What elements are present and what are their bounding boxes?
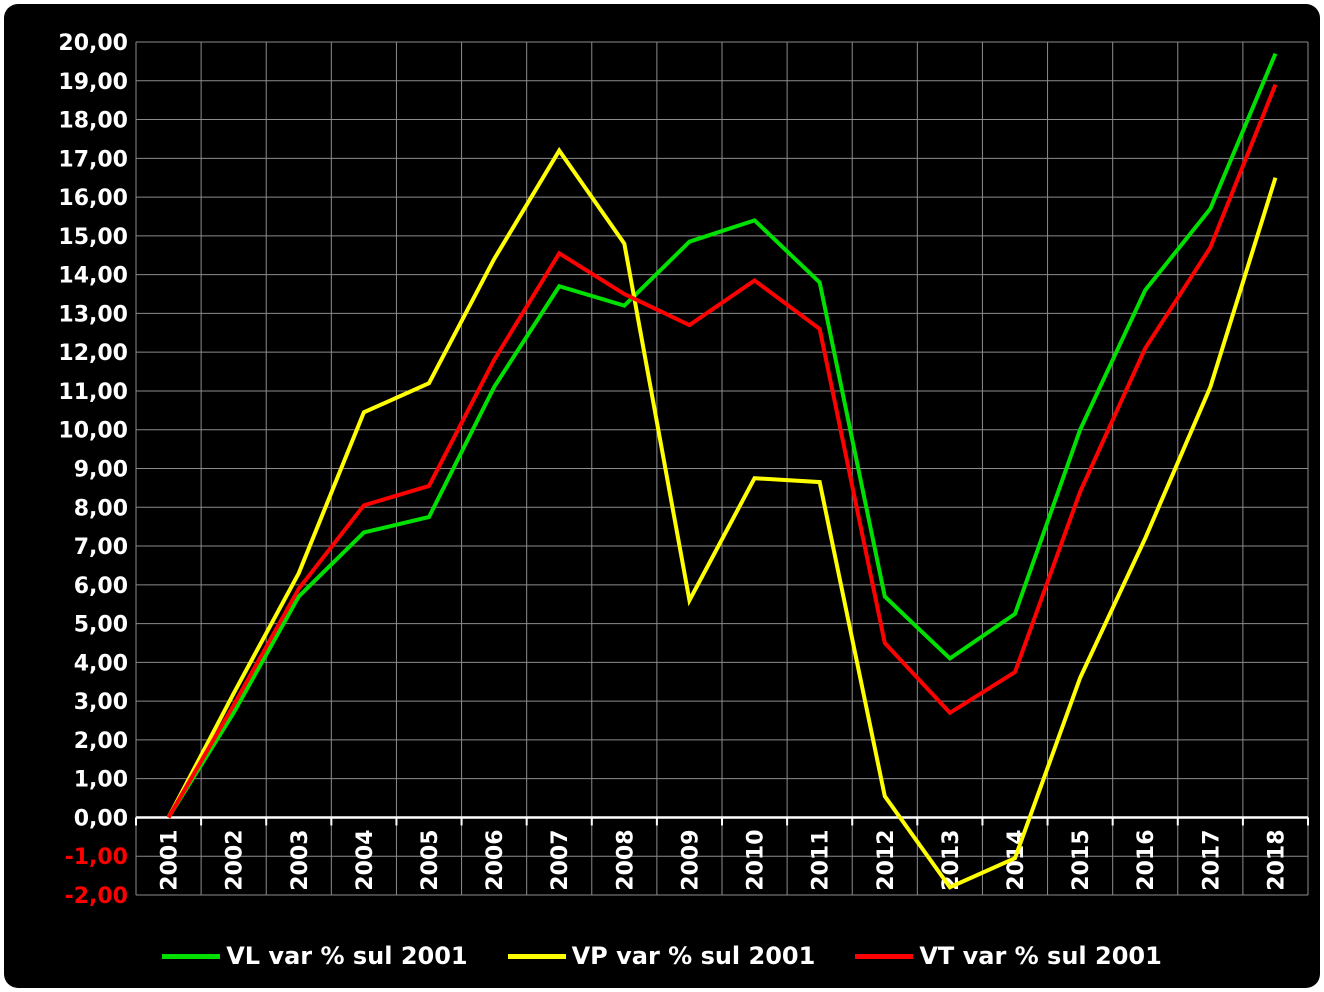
x-tick-label-2011: 2011: [809, 829, 834, 890]
y-tick-label-0: -2,00: [65, 884, 128, 909]
legend-item-vp: VP var % sul 2001: [507, 942, 816, 970]
x-tick-label-2006: 2006: [483, 829, 508, 890]
x-tick-label-2015: 2015: [1069, 829, 1094, 890]
x-tick-label-2018: 2018: [1264, 829, 1289, 890]
x-tick-label-2016: 2016: [1134, 829, 1159, 890]
x-tick-label-2001: 2001: [158, 829, 183, 890]
y-tick-label-2: 0,00: [74, 806, 128, 831]
legend: VL var % sul 2001 VP var % sul 2001 VT v…: [4, 936, 1320, 976]
y-tick-label-18: 16,00: [58, 186, 128, 211]
y-tick-label-5: 3,00: [74, 690, 128, 715]
y-tick-label-17: 15,00: [58, 225, 128, 250]
legend-swatch-vp: [507, 953, 566, 959]
grid-lines: [135, 41, 1309, 896]
y-tick-label-22: 20,00: [58, 31, 128, 56]
x-tick-label-2003: 2003: [288, 829, 313, 890]
axes: [135, 816, 1309, 826]
x-tick-label-2009: 2009: [678, 829, 703, 890]
x-tick-label-2004: 2004: [353, 829, 378, 890]
y-tick-label-12: 10,00: [58, 419, 128, 444]
y-tick-label-10: 8,00: [74, 496, 128, 521]
x-tick-label-2005: 2005: [418, 829, 443, 890]
series-line-vt: [166, 83, 1278, 819]
x-tick-label-2017: 2017: [1199, 829, 1224, 890]
legend-item-vt: VT var % sul 2001: [855, 942, 1162, 970]
legend-label-vp: VP var % sul 2001: [571, 942, 816, 970]
y-tick-label-16: 14,00: [58, 264, 128, 289]
y-tick-label-14: 12,00: [58, 341, 128, 366]
y-tick-label-7: 5,00: [74, 613, 128, 638]
series-line-vl: [166, 52, 1278, 819]
chart-frame: -2,00 -1,00 0,00 1,00 2,00 3,00 4,00 5,00 6,00 7,…: [4, 4, 1320, 988]
legend-item-vl: VL var % sul 2001: [162, 942, 468, 970]
y-axis-tick-labels: -2,00 -1,00 0,00 1,00 2,00 3,00 4,00 5,00 6,00 7,…: [58, 31, 128, 909]
y-tick-label-19: 17,00: [58, 147, 128, 172]
y-tick-label-13: 11,00: [58, 380, 128, 405]
series-line-vp: [166, 146, 1278, 890]
legend-swatch-vt: [855, 953, 914, 959]
y-tick-label-1: -1,00: [65, 845, 128, 870]
y-tick-label-9: 7,00: [74, 535, 128, 560]
y-tick-label-4: 2,00: [74, 729, 128, 754]
x-tick-label-2012: 2012: [874, 829, 899, 890]
series-lines: [166, 52, 1278, 890]
y-tick-label-3: 1,00: [74, 768, 128, 793]
y-tick-label-15: 13,00: [58, 302, 128, 327]
line-chart: -2,00 -1,00 0,00 1,00 2,00 3,00 4,00 5,00 6,00 7,…: [58, 31, 1309, 909]
y-tick-label-21: 19,00: [58, 70, 128, 95]
x-tick-label-2007: 2007: [548, 829, 573, 890]
y-tick-label-11: 9,00: [74, 458, 128, 483]
x-tick-label-2008: 2008: [613, 829, 638, 890]
x-tick-label-2010: 2010: [744, 829, 769, 890]
y-tick-label-20: 18,00: [58, 109, 128, 134]
y-tick-label-8: 6,00: [74, 574, 128, 599]
legend-label-vt: VT var % sul 2001: [919, 942, 1162, 970]
y-tick-label-6: 4,00: [74, 651, 128, 676]
legend-swatch-vl: [162, 953, 221, 959]
x-tick-label-2002: 2002: [223, 829, 248, 890]
x-axis-tick-labels: 2001 2002 2003 2004 2005 2006 2007 2008 2009 2010…: [158, 829, 1290, 890]
legend-label-vl: VL var % sul 2001: [226, 942, 468, 970]
